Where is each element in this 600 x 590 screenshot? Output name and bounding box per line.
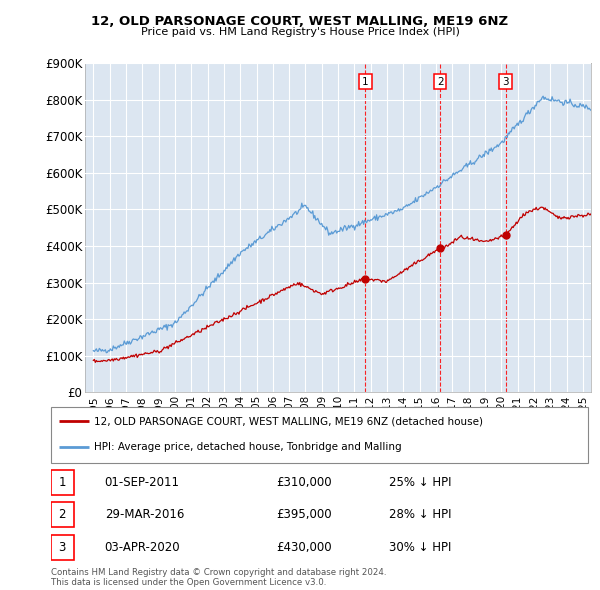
Text: HPI: Average price, detached house, Tonbridge and Malling: HPI: Average price, detached house, Tonb… (94, 442, 401, 453)
Text: 30% ↓ HPI: 30% ↓ HPI (389, 540, 452, 554)
Text: Contains HM Land Registry data © Crown copyright and database right 2024.
This d: Contains HM Land Registry data © Crown c… (51, 568, 386, 587)
Text: 2: 2 (437, 77, 443, 87)
Text: 03-APR-2020: 03-APR-2020 (105, 540, 181, 554)
Text: £430,000: £430,000 (277, 540, 332, 554)
Text: £395,000: £395,000 (277, 508, 332, 522)
Text: 29-MAR-2016: 29-MAR-2016 (105, 508, 184, 522)
Text: 1: 1 (59, 476, 66, 489)
Text: 1: 1 (362, 77, 368, 87)
FancyBboxPatch shape (51, 407, 588, 463)
Text: Price paid vs. HM Land Registry's House Price Index (HPI): Price paid vs. HM Land Registry's House … (140, 27, 460, 37)
Text: 2: 2 (59, 508, 66, 522)
Text: 25% ↓ HPI: 25% ↓ HPI (389, 476, 452, 489)
Text: 01-SEP-2011: 01-SEP-2011 (105, 476, 180, 489)
Text: 3: 3 (502, 77, 509, 87)
Text: 12, OLD PARSONAGE COURT, WEST MALLING, ME19 6NZ: 12, OLD PARSONAGE COURT, WEST MALLING, M… (91, 15, 509, 28)
Text: 12, OLD PARSONAGE COURT, WEST MALLING, ME19 6NZ (detached house): 12, OLD PARSONAGE COURT, WEST MALLING, M… (94, 416, 483, 426)
FancyBboxPatch shape (51, 502, 74, 527)
FancyBboxPatch shape (51, 535, 74, 560)
Text: 3: 3 (59, 540, 66, 554)
Text: 28% ↓ HPI: 28% ↓ HPI (389, 508, 452, 522)
Text: £310,000: £310,000 (277, 476, 332, 489)
FancyBboxPatch shape (51, 470, 74, 495)
